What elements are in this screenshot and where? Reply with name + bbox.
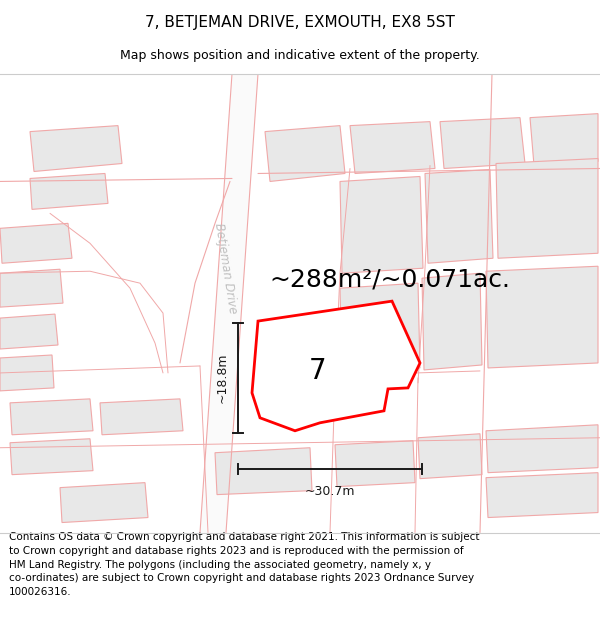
Text: ~18.8m: ~18.8m — [215, 352, 229, 403]
Polygon shape — [0, 355, 54, 391]
Polygon shape — [100, 399, 183, 435]
Polygon shape — [425, 169, 493, 263]
Text: ~30.7m: ~30.7m — [305, 484, 355, 498]
Polygon shape — [486, 472, 598, 518]
Polygon shape — [418, 434, 482, 479]
Polygon shape — [496, 159, 598, 258]
Polygon shape — [252, 301, 420, 431]
Polygon shape — [0, 223, 72, 263]
Text: 7: 7 — [309, 357, 327, 385]
Polygon shape — [340, 283, 420, 373]
Polygon shape — [486, 425, 598, 472]
Polygon shape — [30, 126, 122, 171]
Text: Betjeman Drive: Betjeman Drive — [212, 222, 239, 314]
Polygon shape — [486, 266, 598, 368]
Text: Contains OS data © Crown copyright and database right 2021. This information is : Contains OS data © Crown copyright and d… — [9, 532, 479, 597]
Polygon shape — [350, 122, 435, 174]
Polygon shape — [530, 114, 598, 166]
Polygon shape — [60, 482, 148, 522]
Text: Map shows position and indicative extent of the property.: Map shows position and indicative extent… — [120, 49, 480, 62]
Polygon shape — [440, 118, 525, 169]
Polygon shape — [30, 174, 108, 209]
Text: 7, BETJEMAN DRIVE, EXMOUTH, EX8 5ST: 7, BETJEMAN DRIVE, EXMOUTH, EX8 5ST — [145, 14, 455, 29]
Polygon shape — [265, 126, 345, 181]
Polygon shape — [0, 314, 58, 349]
Polygon shape — [340, 176, 423, 273]
Polygon shape — [0, 269, 63, 307]
Polygon shape — [10, 399, 93, 435]
Text: ~288m²/~0.071ac.: ~288m²/~0.071ac. — [269, 267, 511, 291]
Polygon shape — [422, 273, 482, 370]
Polygon shape — [335, 441, 415, 487]
Polygon shape — [215, 448, 312, 494]
Polygon shape — [200, 74, 258, 532]
Polygon shape — [10, 439, 93, 474]
